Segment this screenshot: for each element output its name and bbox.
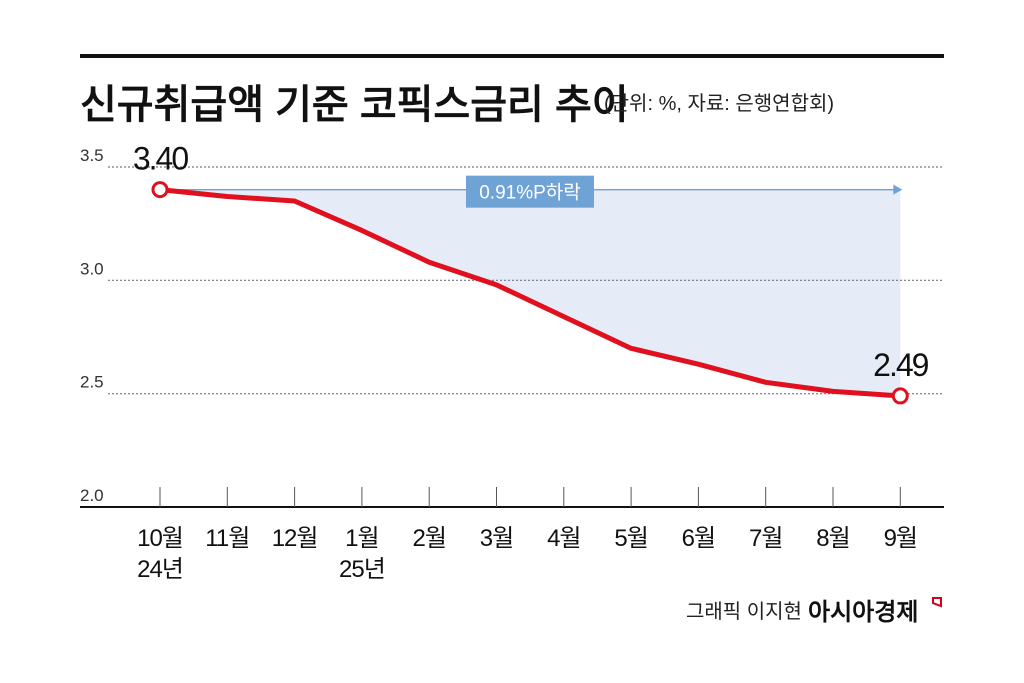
x-tick-sublabel: 24년 <box>137 556 183 583</box>
x-tick-label: 12월 <box>272 525 318 552</box>
y-tick-label: 2.0 <box>80 486 104 505</box>
x-tick-label: 2월 <box>412 525 445 552</box>
series-line <box>159 187 901 399</box>
x-tick-label: 3월 <box>480 525 513 552</box>
arrow-head-icon <box>893 184 903 195</box>
x-tick-label: 4월 <box>547 525 580 552</box>
x-tick-label: 1월 <box>345 525 378 552</box>
x-tick-label: 10월 <box>137 525 183 552</box>
credit-text: 그래픽 이지현 <box>686 600 802 623</box>
data-point <box>891 387 909 405</box>
top-rule <box>80 54 944 58</box>
x-tick-label: 6월 <box>682 525 715 552</box>
x-tick-sublabel: 25년 <box>339 556 385 583</box>
chart-title: 신규취급액 기준 코픽스금리 추이 <box>80 83 629 127</box>
annotation-label: 0.91%P하락 <box>479 182 581 204</box>
x-tick-label: 5월 <box>614 525 647 552</box>
data-label: 3.40 <box>133 141 188 177</box>
data-point <box>151 181 169 199</box>
y-tick-label: 3.0 <box>80 259 104 278</box>
data-label: 2.49 <box>873 347 928 383</box>
chart-subtitle: (단위: %, 자료: 은행연합회) <box>604 92 834 115</box>
brand-logo: 아시아경제 <box>808 599 918 626</box>
y-tick-label: 2.5 <box>80 373 104 392</box>
annotation-box <box>466 175 594 208</box>
brand-mark-icon <box>932 597 942 608</box>
x-tick-label: 9월 <box>884 525 917 552</box>
y-tick-label: 3.5 <box>80 146 104 165</box>
x-tick-label: 11월 <box>205 525 249 552</box>
decline-area <box>160 189 901 396</box>
x-tick-label: 8월 <box>816 525 849 552</box>
x-tick-label: 7월 <box>749 525 782 552</box>
